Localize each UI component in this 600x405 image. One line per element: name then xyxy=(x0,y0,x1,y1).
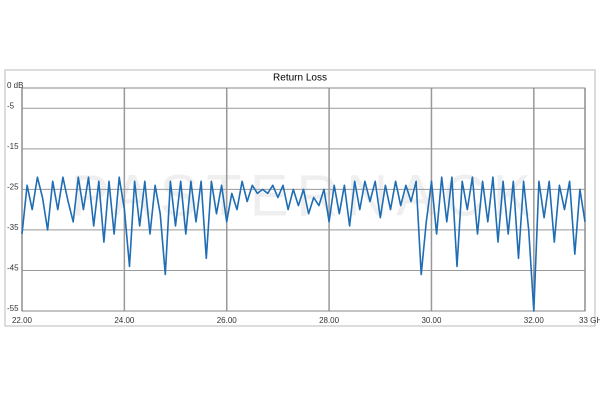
chart-title: Return Loss xyxy=(273,73,327,84)
x-tick-label: 28.00 xyxy=(319,316,340,325)
x-tick-label: 33 GHz xyxy=(579,316,600,325)
x-tick-label: 26.00 xyxy=(217,316,238,325)
data-line xyxy=(21,176,586,312)
x-tick-label: 30.00 xyxy=(421,316,442,325)
plot-border xyxy=(21,87,586,312)
x-tick-label: 22.00 xyxy=(12,316,33,325)
x-tick-label: 24.00 xyxy=(114,316,135,325)
y-tick-label: -25 xyxy=(7,182,19,191)
y-tick-label: -15 xyxy=(7,142,19,151)
y-tick-label: -5 xyxy=(7,101,15,110)
x-tick-label: 32.00 xyxy=(524,316,545,325)
y-tick-label: 0 dB xyxy=(7,81,23,90)
y-tick-label: -35 xyxy=(7,223,19,232)
y-tick-label: -55 xyxy=(7,304,19,313)
y-tick-label: -45 xyxy=(7,264,19,273)
